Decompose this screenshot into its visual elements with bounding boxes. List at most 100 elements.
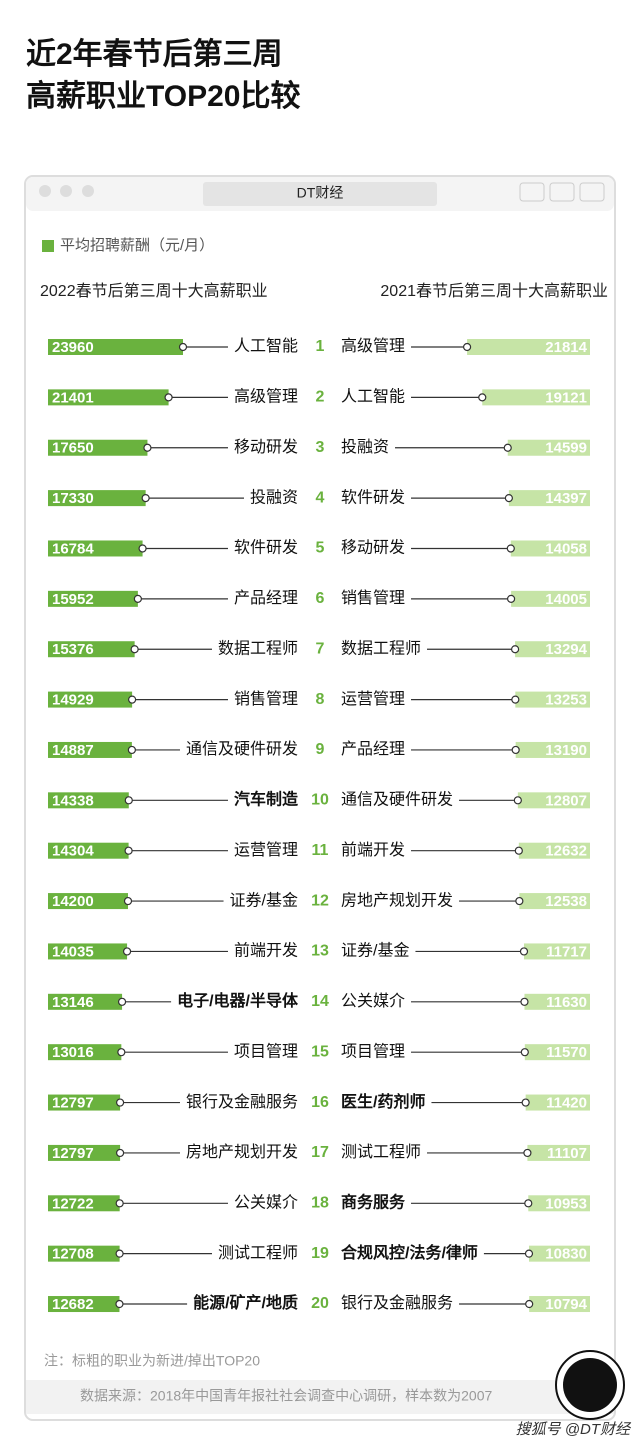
- value-label: 12632: [545, 843, 587, 860]
- value-label: 17650: [52, 440, 94, 457]
- title-line: 近2年春节后第三周: [26, 37, 283, 71]
- rank: 1: [316, 338, 325, 355]
- job-label: 通信及硬件研发: [186, 740, 298, 758]
- job-label: 前端开发: [234, 942, 298, 960]
- value-label: 14058: [545, 540, 587, 557]
- logo: [563, 1358, 617, 1412]
- value-label: 15376: [52, 641, 94, 658]
- leader-dot: [164, 393, 173, 402]
- value-label: 12807: [545, 792, 587, 809]
- bar: [48, 1245, 120, 1262]
- rank: 10: [311, 792, 329, 809]
- rank: 9: [316, 741, 325, 758]
- leader-dot: [117, 997, 127, 1006]
- bar: [48, 439, 148, 456]
- bar: [467, 339, 590, 355]
- job-label: 软件研发: [234, 539, 298, 557]
- value-label: 11420: [546, 1095, 587, 1112]
- rank: 20: [311, 1295, 329, 1312]
- leader-dot: [128, 695, 137, 704]
- value-label: 11630: [546, 994, 587, 1011]
- leader-dot: [178, 342, 188, 352]
- job-label: 银行及金融服务: [186, 1093, 298, 1111]
- bar: [48, 490, 146, 507]
- bar: [48, 540, 143, 557]
- bar: [48, 842, 129, 859]
- leader-dot: [117, 1048, 126, 1057]
- window-button: [60, 185, 72, 197]
- bar: [48, 339, 183, 355]
- job-label: 产品经理: [234, 589, 298, 607]
- job-label: 数据工程师: [341, 639, 421, 657]
- leader-dot: [116, 1148, 125, 1158]
- job-label: 公关媒介: [341, 992, 405, 1010]
- value-label: 10794: [545, 1296, 587, 1313]
- bar: [508, 490, 590, 507]
- column-header: 2021春节后第三周十大高薪职业: [380, 282, 608, 300]
- bar: [48, 943, 128, 960]
- leader-dot: [506, 594, 516, 603]
- rank: 13: [311, 943, 329, 960]
- bar: [48, 792, 129, 809]
- address-bar: [203, 182, 437, 206]
- bar: [515, 741, 590, 758]
- rank: 14: [311, 993, 329, 1010]
- rows: 1 23960 人工智能 21814 高级管理 2 21401 高级管理 19121 人工智能 3 1…: [48, 337, 590, 1313]
- window-icon: [579, 182, 605, 202]
- leader-dot: [124, 846, 133, 855]
- bar: [515, 691, 590, 708]
- note: 注：标粗的职业为新进/掉出TOP20: [44, 1353, 260, 1369]
- value-label: 11570: [546, 1044, 587, 1061]
- leader-dot: [115, 1299, 124, 1309]
- bar: [48, 389, 169, 406]
- window-icon: [549, 182, 575, 202]
- value-label: 10830: [545, 1246, 587, 1263]
- job-label: 前端开发: [341, 841, 405, 859]
- value-label: 13016: [52, 1044, 94, 1061]
- rank: 5: [316, 540, 325, 557]
- bar: [48, 893, 129, 910]
- value-label: 14599: [545, 440, 587, 457]
- job-label: 医生/药剂师: [341, 1092, 425, 1111]
- leader-dot: [521, 1098, 530, 1107]
- job-label: 产品经理: [341, 740, 405, 758]
- job-label: 投融资: [341, 438, 389, 456]
- bar: [519, 893, 590, 910]
- bar: [48, 691, 133, 708]
- job-label: 运营管理: [234, 841, 298, 859]
- job-label: 移动研发: [341, 539, 405, 557]
- bar: [48, 641, 135, 658]
- rank: 16: [311, 1094, 329, 1111]
- job-label: 高级管理: [341, 337, 405, 355]
- job-label: 项目管理: [341, 1042, 405, 1060]
- job-label: 软件研发: [341, 488, 405, 506]
- job-label: 项目管理: [234, 1042, 298, 1060]
- leader-dot: [525, 1299, 534, 1309]
- value-label: 13294: [545, 641, 587, 658]
- rank: 11: [312, 842, 329, 859]
- bar: [529, 1296, 590, 1313]
- bar: [48, 1195, 120, 1212]
- leader-dot: [520, 1048, 529, 1057]
- value-label: 19121: [545, 389, 587, 406]
- bar: [528, 1195, 590, 1212]
- legend-swatch: [42, 240, 54, 252]
- leader-dot: [524, 1199, 533, 1208]
- job-label: 投融资: [250, 488, 298, 506]
- bar: [510, 540, 590, 557]
- rank: 2: [316, 389, 325, 406]
- leader-dot: [143, 443, 152, 452]
- job-label: 移动研发: [234, 438, 298, 456]
- job-label: 销售管理: [234, 690, 298, 708]
- job-label: 测试工程师: [341, 1143, 421, 1161]
- bar: [48, 1144, 121, 1161]
- leader-dot: [116, 1098, 125, 1107]
- window-frame: [24, 175, 616, 1421]
- bar: [517, 792, 590, 809]
- value-label: 14005: [545, 591, 587, 608]
- leader-dot: [130, 645, 139, 654]
- bar: [518, 842, 590, 859]
- rank: 18: [311, 1195, 329, 1212]
- leader-dot: [514, 846, 523, 855]
- bar: [515, 641, 590, 658]
